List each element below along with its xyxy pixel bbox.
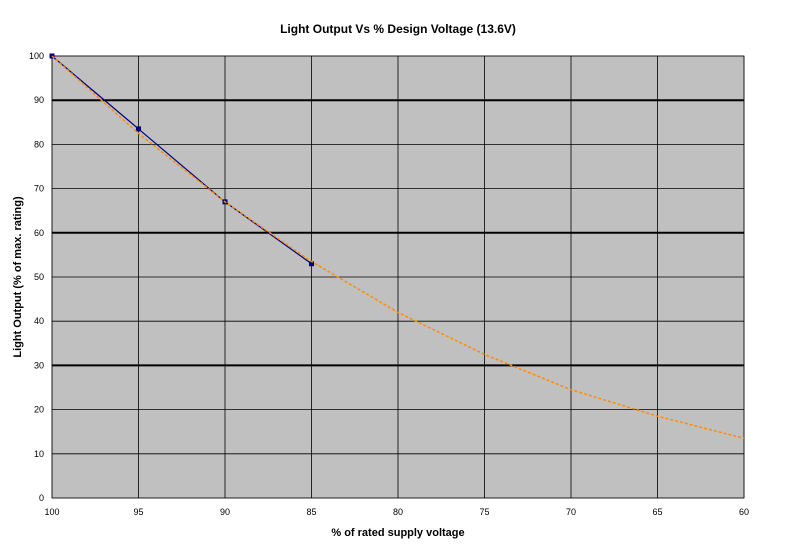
x-tick-label: 90 <box>220 507 230 517</box>
series-line-measured <box>51 55 312 265</box>
x-tick-label: 95 <box>133 507 143 517</box>
y-tick-label: 50 <box>34 272 44 282</box>
chart-title: Light Output Vs % Design Voltage (13.6V) <box>280 22 516 36</box>
series-layer <box>49 53 745 440</box>
x-axis-label: % of rated supply voltage <box>331 527 464 539</box>
y-tick-label: 20 <box>34 405 44 415</box>
series-line-fit <box>51 55 745 440</box>
x-tick-label: 80 <box>393 507 403 517</box>
data-point-marker <box>136 126 141 132</box>
y-tick-label: 10 <box>34 449 44 459</box>
x-tick-label: 70 <box>566 507 576 517</box>
data-point-marker <box>309 261 314 267</box>
x-tick-label: 75 <box>479 507 489 517</box>
x-tick-labels: 100 95 90 85 80 75 70 65 60 <box>44 507 749 517</box>
x-tick-label: 100 <box>44 507 59 517</box>
y-tick-label: 60 <box>34 228 44 238</box>
y-tick-labels: 0 10 20 30 40 50 60 70 80 90 100 <box>29 51 44 503</box>
x-tick-label: 60 <box>739 507 749 517</box>
x-tick-label: 65 <box>652 507 662 517</box>
y-tick-label: 70 <box>34 184 44 194</box>
y-tick-label: 80 <box>34 139 44 149</box>
y-tick-label: 30 <box>34 360 44 370</box>
y-tick-label: 40 <box>34 316 44 326</box>
y-axis-label: Light Output (% of max. rating) <box>12 196 24 358</box>
y-tick-label: 90 <box>34 95 44 105</box>
y-tick-label: 100 <box>29 51 44 61</box>
y-tick-label: 0 <box>39 493 44 503</box>
grid-lines <box>51 55 745 499</box>
x-tick-label: 85 <box>306 507 316 517</box>
